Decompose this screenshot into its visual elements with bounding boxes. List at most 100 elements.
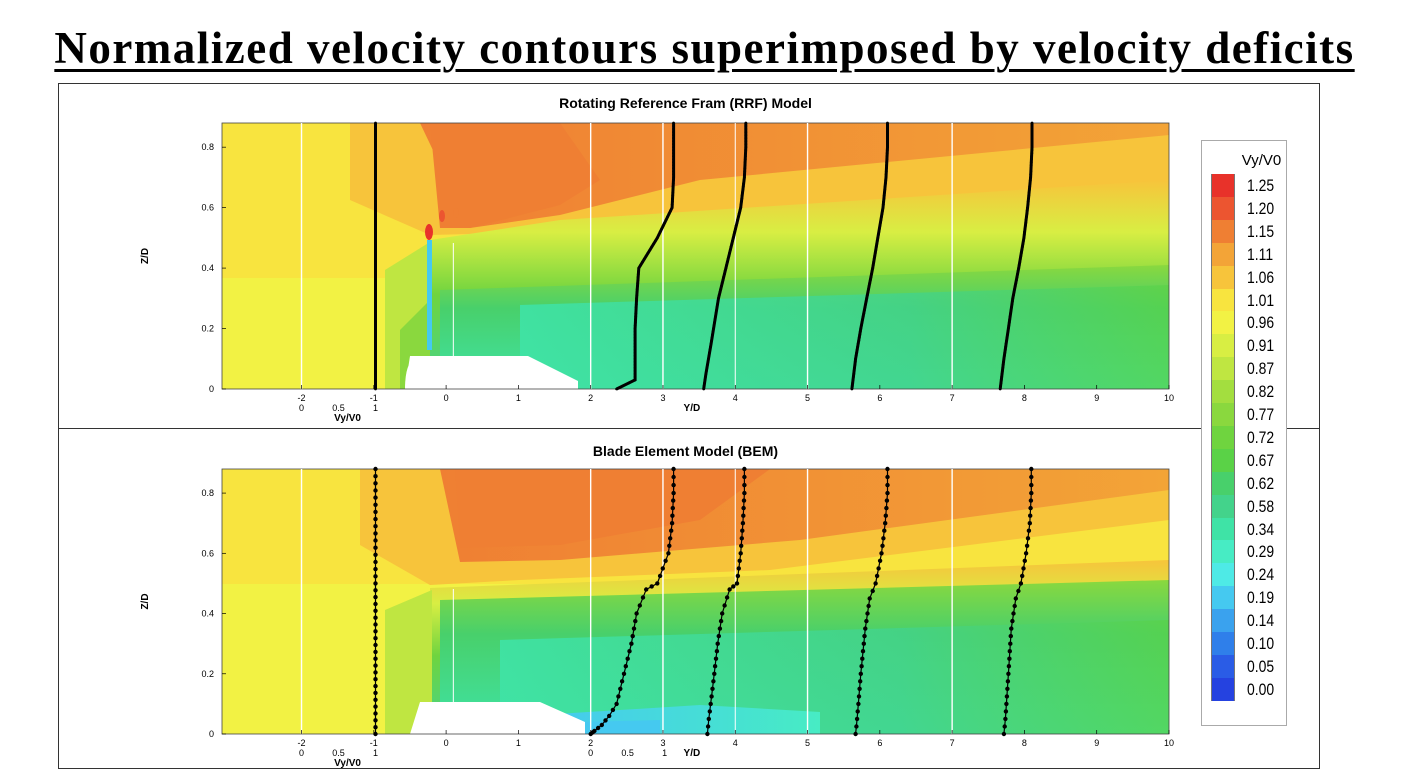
profile-point (633, 330, 637, 333)
profile-point (672, 160, 675, 164)
profile-point (1030, 142, 1034, 146)
profile-point (630, 633, 635, 639)
profile-point (374, 191, 377, 194)
profile-point (610, 707, 616, 713)
colorbar-swatch (1211, 677, 1235, 702)
profile-point (879, 218, 883, 222)
profile-point (704, 372, 708, 376)
profile-point (374, 160, 377, 164)
profile-point (719, 287, 723, 291)
profile-point (633, 618, 638, 624)
profile-point (861, 315, 865, 318)
y-tick-label: 0.6 (201, 203, 214, 213)
profile-point (724, 595, 730, 600)
profile-point (627, 649, 632, 654)
profile-point (1003, 709, 1009, 714)
profile-point (666, 551, 671, 556)
profile-point (739, 536, 744, 541)
profile-point (874, 248, 878, 252)
profile-point (657, 573, 663, 579)
profile-point (1018, 581, 1024, 586)
profile-point (1000, 372, 1004, 376)
x-tick-label: 9 (1094, 393, 1099, 403)
panel-divider (58, 428, 1320, 429)
profile-point (1029, 490, 1034, 496)
profile-point (883, 185, 887, 188)
profile-point (717, 296, 720, 300)
profile-point (886, 130, 889, 134)
profile-point (1008, 315, 1012, 318)
profile-point (374, 209, 377, 213)
profile-point (864, 299, 868, 303)
profile-point (872, 260, 876, 264)
profile-point (1001, 731, 1007, 737)
profile-point (373, 581, 378, 586)
profile-point (883, 521, 888, 526)
colorbar-level-label: 0.24 (1247, 565, 1275, 585)
colorbar-level-label: 0.72 (1247, 427, 1275, 447)
profile-point (374, 215, 377, 219)
profile-point (1030, 121, 1034, 125)
profile-point (672, 136, 675, 140)
profile-point (879, 551, 884, 556)
profile-point (886, 142, 889, 146)
profile-point (877, 558, 883, 563)
profile-point (850, 384, 854, 388)
profile-point (852, 372, 856, 376)
profile-point (373, 683, 378, 689)
profile-point (704, 375, 707, 379)
profile-point (373, 524, 378, 529)
profile-point (714, 649, 720, 654)
colorbar-swatch (1211, 357, 1235, 381)
colorbar-level-label: 0.67 (1247, 450, 1275, 470)
profile-point (885, 490, 890, 496)
profile-point (672, 121, 675, 125)
profile-point (883, 513, 888, 518)
profile-point (1026, 528, 1032, 533)
profile-point (854, 357, 857, 361)
profile-point (741, 498, 747, 503)
profile-point (671, 197, 674, 201)
profile-point (744, 133, 748, 137)
profile-point (1028, 185, 1032, 188)
profile-point (374, 257, 377, 261)
profile-point (706, 363, 709, 367)
profile-tick-label: 0.5 (332, 403, 345, 413)
profile-point (672, 173, 675, 176)
profile-point (635, 296, 638, 300)
profile-point (744, 148, 748, 152)
profile-tick-label: 0 (588, 748, 593, 758)
profile-point (725, 263, 728, 267)
profile-point (637, 603, 642, 608)
profile-point (374, 348, 377, 352)
profile-point (592, 728, 597, 734)
profile-point (1017, 263, 1021, 267)
profile-point (672, 133, 675, 137)
profile-point (374, 296, 377, 300)
profile-point (374, 145, 377, 149)
profile-point (741, 513, 746, 518)
profile-point (742, 482, 747, 488)
profile-point (1007, 324, 1011, 327)
profile-point (374, 290, 377, 294)
profile-point (875, 242, 879, 246)
profile-point (1010, 306, 1013, 309)
profile-point (1008, 641, 1013, 646)
profile-point (1030, 139, 1034, 143)
profile-point (374, 321, 377, 324)
colorbar-swatch (1211, 609, 1235, 633)
profile-point (724, 266, 728, 270)
profile-point (881, 203, 885, 207)
profile-point (672, 145, 675, 149)
profile-point (374, 375, 377, 379)
profile-point (374, 139, 377, 143)
profile-point (714, 315, 717, 318)
profile-point (374, 360, 377, 364)
profile-point (1021, 245, 1024, 249)
profile-point (374, 266, 377, 270)
profile-point (862, 312, 866, 315)
colorbar-level-label: 0.62 (1247, 473, 1275, 493)
profile-point (1012, 603, 1017, 609)
colorbar-level-label: 0.58 (1247, 496, 1275, 516)
colorbar-swatch (1211, 517, 1235, 541)
